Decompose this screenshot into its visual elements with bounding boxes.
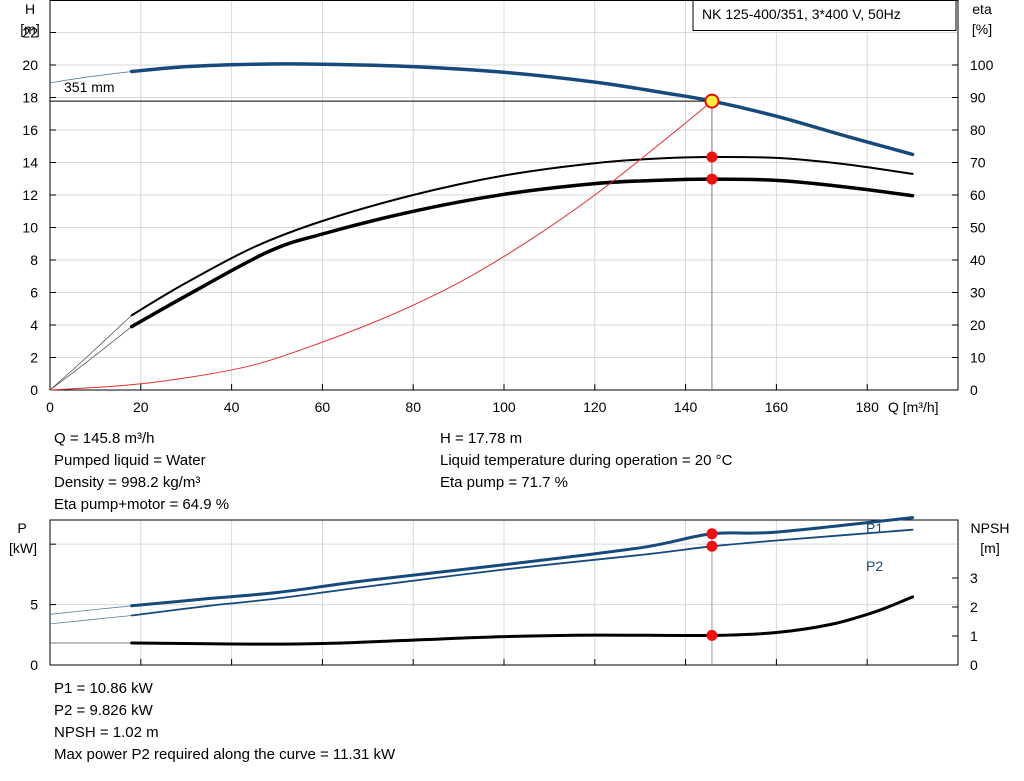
y-tick-label: 22 [22,25,38,41]
x-tick-label: 80 [405,399,421,415]
y2-tick-label: 70 [970,155,986,171]
y2-tick-label: 1 [970,628,978,644]
p1-series-label: P1 [866,520,883,536]
x-axis-label: Q [m³/h] [888,399,939,415]
y-tick-label: 5 [30,597,38,613]
y-tick-label: 20 [22,57,38,73]
y2-tick-label: 100 [970,57,994,73]
y-tick-label: 4 [30,317,38,333]
y-axis-label: H [25,1,35,17]
y2-tick-label: 80 [970,122,986,138]
bottom-readout: P1 = 10.86 kW P2 = 9.826 kW NPSH = 1.02 … [54,678,395,766]
eta-pump-motor-extension [49,326,132,391]
x-tick-label: 20 [133,399,149,415]
x-tick-label: 0 [46,399,54,415]
x-tick-label: 60 [315,399,331,415]
eta-pump-motor-marker [706,173,718,185]
y2-tick-label: 50 [970,220,986,236]
y2-axis-label: eta [972,1,992,17]
y-tick-label: 18 [22,90,38,106]
y2-tick-label: 40 [970,252,986,268]
y-tick-label: 2 [30,350,38,366]
y2-axis-label: [m] [980,540,999,556]
x-tick-label: 160 [765,399,789,415]
y-tick-label: 10 [22,220,38,236]
npsh-marker [706,629,718,641]
y-tick-label: 8 [30,252,38,268]
head-curve [129,62,915,157]
y2-axis-label: [%] [972,21,992,37]
head-extension [49,71,132,84]
head-efficiency-chart: 0 20 40 60 80 100 120 140 160 1800246810121416182… [20,0,994,415]
system-curve [49,100,713,391]
x-tick-label: 180 [856,399,880,415]
readout-p1: P1 = 10.86 kW [54,680,153,697]
y-tick-label: 14 [22,155,38,171]
y-tick-label: 6 [30,285,38,301]
eta-pump-marker [706,151,718,163]
p1-marker [706,528,718,540]
x-tick-label: 120 [583,399,607,415]
y2-tick-label: 2 [970,599,978,615]
y-tick-label: 16 [22,122,38,138]
y2-tick-label: 90 [970,90,986,106]
x-tick-label: 140 [674,399,698,415]
p1-extension [49,605,132,615]
p2-marker [706,540,718,552]
npsh-curve [130,595,915,646]
y2-tick-label: 0 [970,382,978,398]
top-readout-right: H = 17.78 m Liquid temperature during op… [440,428,732,494]
y-axis-label: [m] [20,21,39,37]
y2-tick-label: 20 [970,317,986,333]
readout-npsh: NPSH = 1.02 m [54,724,159,741]
y-tick-label: 0 [30,657,38,673]
impeller-diameter-label: 351 mm [64,79,115,95]
power-npsh-chart: 0 5 0 1 2 3 P [kW] NPSH [m] P1 P2 [9,516,1010,673]
y2-tick-label: 0 [970,657,978,673]
p1-curve [130,516,915,608]
y2-tick-label: 10 [970,350,986,366]
p2-extension [49,615,132,625]
chart-title: NK 125-400/351, 3*400 V, 50Hz [702,6,901,22]
y-tick-label: 12 [22,187,38,203]
eta-pump-curve [130,155,914,317]
eta-pump-extension [49,315,132,391]
readout-density: Density = 998.2 kg/m³ [54,474,201,491]
y-tick-label: 0 [30,382,38,398]
eta-pump-motor-curve [129,177,915,329]
y-axis-label: [kW] [9,540,37,556]
y2-axis-label: NPSH [971,520,1010,536]
p2-series-label: P2 [866,558,883,574]
duty-point-marker [704,93,720,109]
readout-max-power: Max power P2 required along the curve = … [54,746,396,763]
readout-eta-pump-motor: Eta pump+motor = 64.9 % [54,496,230,513]
title-box [692,0,957,31]
x-tick-label: 100 [492,399,516,415]
y2-tick-label: 30 [970,285,986,301]
y2-tick-label: 60 [970,187,986,203]
y2-tick-label: 3 [970,570,978,586]
y-axis-label: P [17,520,26,536]
p2-curve [130,528,914,617]
x-tick-label: 40 [224,399,240,415]
top-readout-left: Q = 145.8 m³/h Pumped liquid = Water Den… [54,428,229,516]
readout-flow: Q = 145.8 m³/h [54,430,155,447]
readout-head: H = 17.78 m [440,430,523,447]
readout-liquid: Pumped liquid = Water [54,452,206,469]
readout-liquid-temperature: Liquid temperature during operation = 20… [440,452,733,469]
readout-eta-pump: Eta pump = 71.7 % [440,474,568,491]
readout-p2: P2 = 9.826 kW [54,702,153,719]
